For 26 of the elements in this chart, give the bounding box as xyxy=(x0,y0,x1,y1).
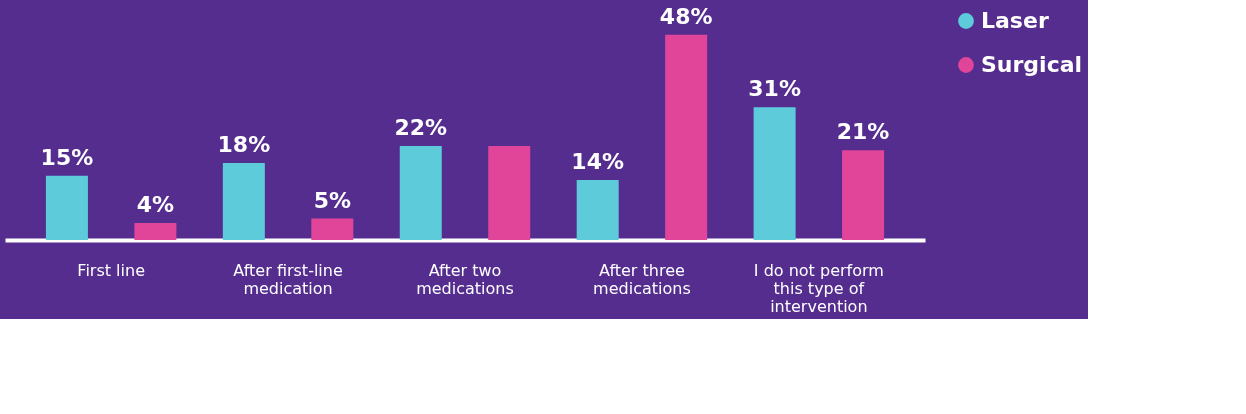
bar xyxy=(134,222,177,240)
legend-label: Surgical xyxy=(981,52,1083,77)
bar xyxy=(45,175,88,240)
data-label: 21% xyxy=(836,119,890,145)
bar xyxy=(488,145,531,240)
legend-label: Laser xyxy=(981,8,1049,33)
bar xyxy=(222,162,265,240)
data-label: 22% xyxy=(394,114,448,140)
bar xyxy=(665,34,708,240)
data-label: 48% xyxy=(659,3,713,29)
data-label: 15% xyxy=(40,144,94,170)
bar xyxy=(399,145,442,240)
bar xyxy=(753,107,796,240)
bar xyxy=(311,218,354,240)
x-tick-label: I do not perform this type of intervention xyxy=(753,260,884,316)
bar xyxy=(842,150,885,240)
bar xyxy=(576,180,619,240)
data-label: 5% xyxy=(313,187,351,213)
x-tick-label: After three medications xyxy=(593,260,691,298)
x-tick-label: After first-line medication xyxy=(233,260,343,298)
x-tick-label: After two medications xyxy=(416,260,514,298)
data-label: 18% xyxy=(217,131,271,157)
data-label: 4% xyxy=(136,191,175,217)
x-tick-label: First line xyxy=(77,260,145,280)
data-label: 31% xyxy=(748,76,801,102)
data-label: 14% xyxy=(571,149,625,175)
